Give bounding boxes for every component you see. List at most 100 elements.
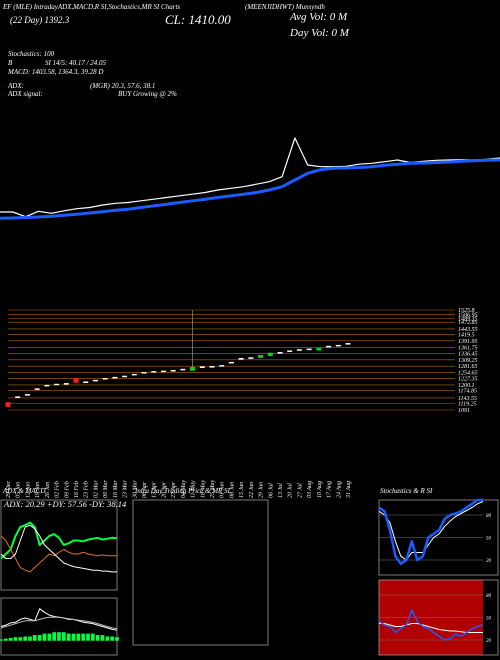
candle-body [277, 352, 283, 354]
histogram-bar [32, 635, 37, 641]
y-tick-label: 1525.8 [458, 308, 475, 314]
x-tick-label: 31 Aug [346, 481, 352, 499]
x-tick-label: 22 Jun [249, 482, 255, 498]
x-tick-label: 23 Feb [84, 481, 90, 498]
candle-body [160, 370, 166, 373]
panel-frame [0, 499, 118, 591]
x-tick-label: 09 Mar [103, 480, 109, 498]
y-tick-label: 50 [486, 617, 492, 622]
x-tick-label: 29 Jun [259, 482, 265, 498]
panel-title: Intra Day Trading Price & MR SI [134, 487, 231, 495]
histogram-bar [86, 633, 90, 641]
candle-body [316, 347, 322, 351]
candle-body [180, 368, 186, 371]
candle-body [83, 381, 89, 383]
candle-body [335, 344, 341, 347]
histogram-bar [95, 635, 100, 641]
candle-body [258, 355, 264, 358]
rsi: SI 14/5: 40.17 / 24.05 [45, 59, 107, 67]
stoch: Stochastics: 100 [8, 50, 55, 58]
histogram-bar [47, 633, 52, 641]
histogram-bar [76, 633, 81, 641]
x-tick-label: 20 Apr [161, 481, 167, 498]
candle-body [170, 369, 176, 372]
line-series [0, 535, 118, 573]
macd: MACD: 1403.58, 1364.3, 39.28 D [7, 68, 103, 76]
candle-body [267, 352, 273, 356]
x-tick-label: 06 Apr [142, 481, 148, 498]
y-tick-label: 20 [486, 639, 492, 644]
candle-body [326, 345, 332, 348]
b-label: B [8, 59, 13, 67]
x-tick-label: 17 Aug [327, 481, 333, 498]
y-tick-label: 1200.1 [458, 383, 475, 389]
x-tick-label: 27 Jul [297, 483, 303, 498]
histogram-bar [66, 633, 71, 641]
y-tick-label: 1336.45 [458, 351, 478, 358]
candle-body [112, 376, 118, 379]
x-tick-label: 30 Mar [132, 480, 138, 499]
y-tick-label: 1281.65 [458, 364, 478, 370]
histogram-bar [42, 633, 47, 641]
y-tick-label: 1309.25 [458, 358, 478, 364]
candle-body [34, 388, 40, 390]
x-tick-label: 26 Jan [45, 482, 51, 498]
line-series [0, 521, 118, 560]
line-series [0, 616, 118, 630]
candle-body [199, 366, 205, 369]
x-tick-label: 23 Mar [123, 480, 129, 498]
candle-body [122, 375, 128, 378]
candle-body [15, 396, 21, 398]
y-tick-label: 1361.75 [458, 346, 478, 352]
line-series [378, 501, 484, 561]
x-tick-label: 09 Feb [64, 481, 70, 498]
x-tick-label: 11 May [191, 480, 197, 498]
histogram-bar [18, 637, 23, 641]
candle-body [151, 371, 157, 373]
x-tick-label: 10 Aug [317, 481, 323, 498]
ema: (22 Day) 1392.3 [10, 15, 70, 25]
histogram-bar [115, 637, 119, 641]
x-tick-label: 12 Jan [25, 482, 31, 498]
candle-body [190, 366, 196, 371]
candle-body [102, 378, 108, 380]
x-tick-label: 08 Jun [229, 482, 235, 498]
close: CL: 1410.00 [165, 12, 231, 27]
x-tick-label: 19 Jan [35, 482, 41, 498]
candle-body [306, 348, 312, 351]
panel-title: ADX & MACD [2, 487, 45, 495]
histogram-bar [100, 635, 105, 641]
histogram-bar [105, 636, 110, 641]
histogram-bar [37, 635, 42, 641]
histogram-bar [57, 632, 61, 641]
x-tick-label: 16 Mar [113, 480, 119, 498]
histogram-bar [61, 632, 66, 641]
candle-body [345, 343, 351, 345]
y-tick-label: 80 [486, 594, 492, 599]
adx-values: (MGR) 20.3, 57.6, 38.1 [90, 82, 155, 90]
panel-title: Stochastics & R SI [380, 487, 433, 495]
x-tick-label: 02 Feb [55, 481, 61, 498]
x-tick-label: 20 Jul [288, 483, 294, 498]
histogram-bar [90, 633, 95, 641]
candle-body [54, 383, 60, 386]
candle-body [228, 361, 234, 364]
y-tick-label: 1506.95 [458, 312, 478, 318]
candle-body [219, 365, 225, 367]
adx-signal: ADX signal: [7, 90, 43, 98]
histogram-bar [110, 636, 115, 641]
signal: BUY Growing @ 2% [118, 90, 177, 98]
candle-body [24, 394, 30, 396]
line-series [0, 158, 500, 220]
histogram-bar [13, 637, 18, 641]
candle-body [73, 378, 79, 383]
x-tick-label: 18 May [200, 480, 206, 498]
x-tick-label: 04 May [180, 480, 187, 498]
y-tick-label: 1174.85 [458, 388, 477, 395]
x-tick-label: 13 Apr [152, 481, 158, 498]
histogram-bar [8, 637, 13, 641]
x-tick-label: 24 Aug [335, 481, 342, 498]
candle-body [92, 379, 98, 382]
